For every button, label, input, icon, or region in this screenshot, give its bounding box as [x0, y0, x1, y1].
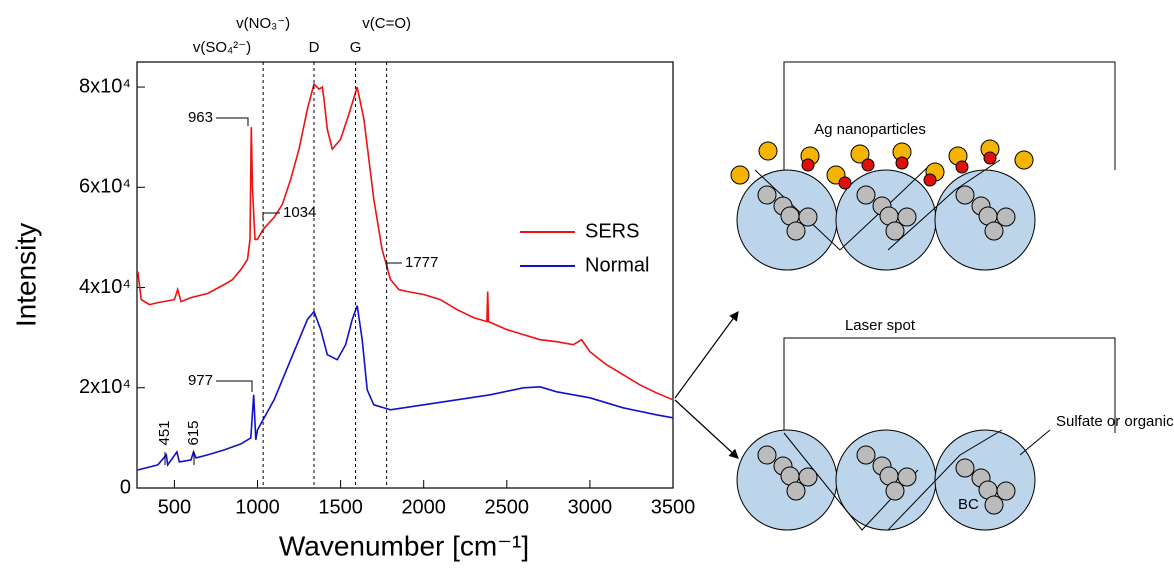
x-tick-label: 1000: [235, 496, 280, 518]
x-tick-label: 3000: [568, 496, 613, 518]
spectrum-line: [137, 82, 674, 401]
legend-label: SERS: [585, 220, 639, 242]
x-tick-label: 500: [158, 496, 191, 518]
y-tick-label: 0: [120, 476, 131, 498]
peak-label: 615: [185, 420, 202, 445]
diagram-label: Laser spot: [845, 317, 916, 334]
x-tick-label: 1500: [318, 496, 363, 518]
band-label: D: [309, 39, 320, 56]
peak-label: 1034: [283, 204, 316, 221]
peak-leader: [216, 117, 249, 126]
diagram-label: Ag nanoparticles: [814, 121, 926, 138]
spectrum-line: [137, 305, 674, 471]
peak-leader: [216, 380, 253, 392]
y-tick-label: 2x10⁴: [79, 376, 131, 398]
peak-label: 451: [156, 420, 173, 445]
peak-label: 963: [188, 109, 213, 126]
y-tick-label: 4x10⁴: [79, 276, 131, 298]
x-tick-label: 2500: [485, 496, 530, 518]
peak-leader: [262, 212, 280, 220]
y-axis-title: Intensity: [10, 223, 41, 327]
arrow: [674, 399, 739, 459]
x-tick-label: 2000: [401, 496, 446, 518]
y-tick-label: 8x10⁴: [79, 75, 131, 97]
x-axis-title: Wavenumber [cm⁻¹]: [279, 530, 529, 561]
peak-label: 977: [188, 372, 213, 389]
plot-frame: [136, 61, 674, 489]
band-label: v(SO₄²⁻): [193, 39, 251, 56]
x-tick-label: 3500: [651, 496, 696, 518]
band-label: v(NO₃⁻): [236, 15, 290, 32]
peak-leader: [386, 262, 402, 270]
normal-diagram: [736, 337, 1116, 531]
diagram-label: BC: [958, 496, 979, 513]
y-tick-label: 6x10⁴: [79, 176, 131, 198]
diagram-label: Sulfate or organics: [1056, 413, 1174, 430]
sers-diagram: [730, 61, 1116, 271]
arrow: [674, 311, 739, 399]
band-label: G: [350, 39, 362, 56]
band-label: v(C=O): [362, 15, 411, 32]
legend-label: Normal: [585, 254, 649, 276]
peak-label: 1777: [405, 254, 438, 271]
